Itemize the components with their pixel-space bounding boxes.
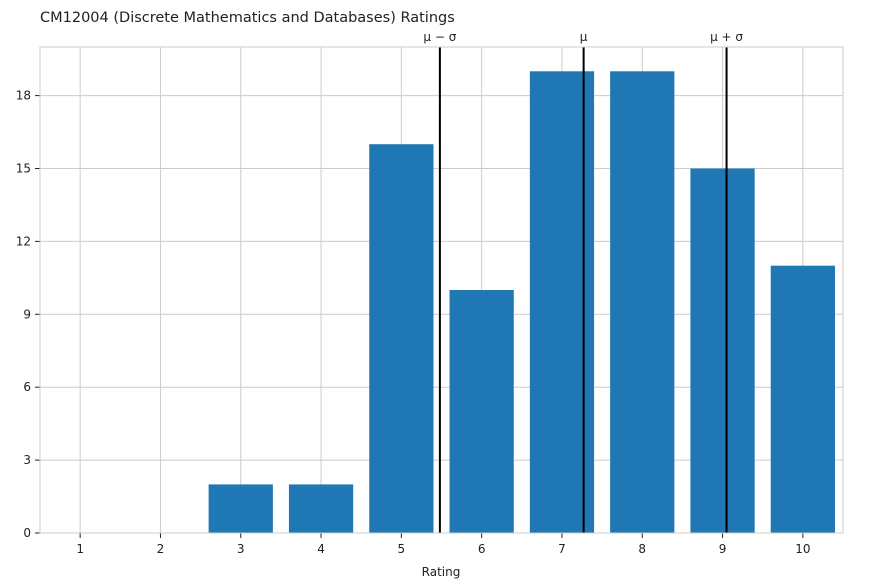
y-tick-label: 12 <box>16 234 31 248</box>
x-tick-label: 2 <box>157 542 165 556</box>
bar-rating-5 <box>369 144 434 533</box>
y-tick-label: 3 <box>23 453 31 467</box>
y-tick-label: 18 <box>16 89 31 103</box>
bar-rating-8 <box>610 71 675 534</box>
bar-rating-3 <box>208 484 273 533</box>
x-tick-label: 5 <box>398 542 406 556</box>
x-tick-label: 6 <box>478 542 486 556</box>
y-tick-label: 6 <box>23 380 31 394</box>
stat-markers: μ − σ μ μ + σ <box>423 30 743 533</box>
chart-title: CM12004 (Discrete Mathematics and Databa… <box>40 10 455 26</box>
bar-rating-6 <box>449 290 514 533</box>
marker-label-0: μ − σ <box>423 30 456 44</box>
y-tick-label: 0 <box>23 526 31 540</box>
x-tick-label: 3 <box>237 542 245 556</box>
x-tick-label: 4 <box>317 542 325 556</box>
x-tick-label: 1 <box>76 542 84 556</box>
y-tick-label: 9 <box>23 307 31 321</box>
x-tick-label: 7 <box>558 542 566 556</box>
x-tick-label: 9 <box>719 542 727 556</box>
bar-rating-9 <box>690 168 755 533</box>
x-tick-label: 8 <box>638 542 646 556</box>
bar-rating-10 <box>770 265 835 533</box>
bars <box>208 71 835 534</box>
marker-label-1: μ <box>580 30 588 44</box>
y-tick-label: 15 <box>16 162 31 176</box>
x-tick-label: 10 <box>795 542 810 556</box>
x-axis-label: Rating <box>422 565 461 579</box>
marker-label-2: μ + σ <box>710 30 743 44</box>
bar-rating-4 <box>288 484 354 533</box>
plot-frame <box>39 46 844 534</box>
